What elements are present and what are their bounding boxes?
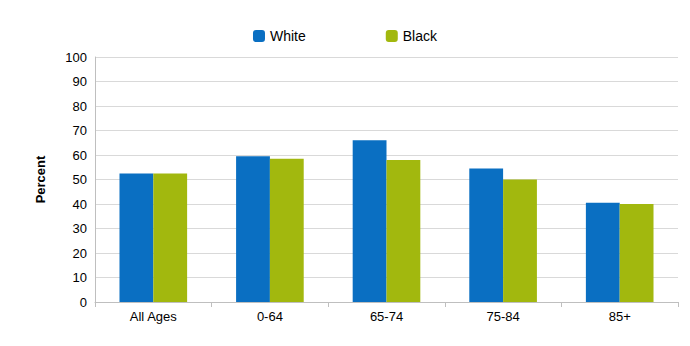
svg-text:10: 10 (73, 270, 87, 285)
svg-text:All Ages: All Ages (130, 309, 177, 324)
svg-text:100: 100 (65, 50, 87, 65)
svg-text:20: 20 (73, 246, 87, 261)
svg-text:40: 40 (73, 197, 87, 212)
svg-text:0-64: 0-64 (257, 309, 283, 324)
svg-text:30: 30 (73, 221, 87, 236)
svg-text:65-74: 65-74 (370, 309, 403, 324)
svg-text:60: 60 (73, 148, 87, 163)
svg-text:Percent: Percent (33, 155, 48, 203)
svg-text:Black: Black (403, 28, 438, 44)
svg-text:85+: 85+ (609, 309, 631, 324)
svg-text:75-84: 75-84 (486, 309, 519, 324)
svg-text:50: 50 (73, 172, 87, 187)
svg-text:0: 0 (80, 295, 87, 310)
svg-text:80: 80 (73, 99, 87, 114)
svg-text:White: White (270, 28, 306, 44)
svg-text:70: 70 (73, 123, 87, 138)
svg-text:90: 90 (73, 74, 87, 89)
